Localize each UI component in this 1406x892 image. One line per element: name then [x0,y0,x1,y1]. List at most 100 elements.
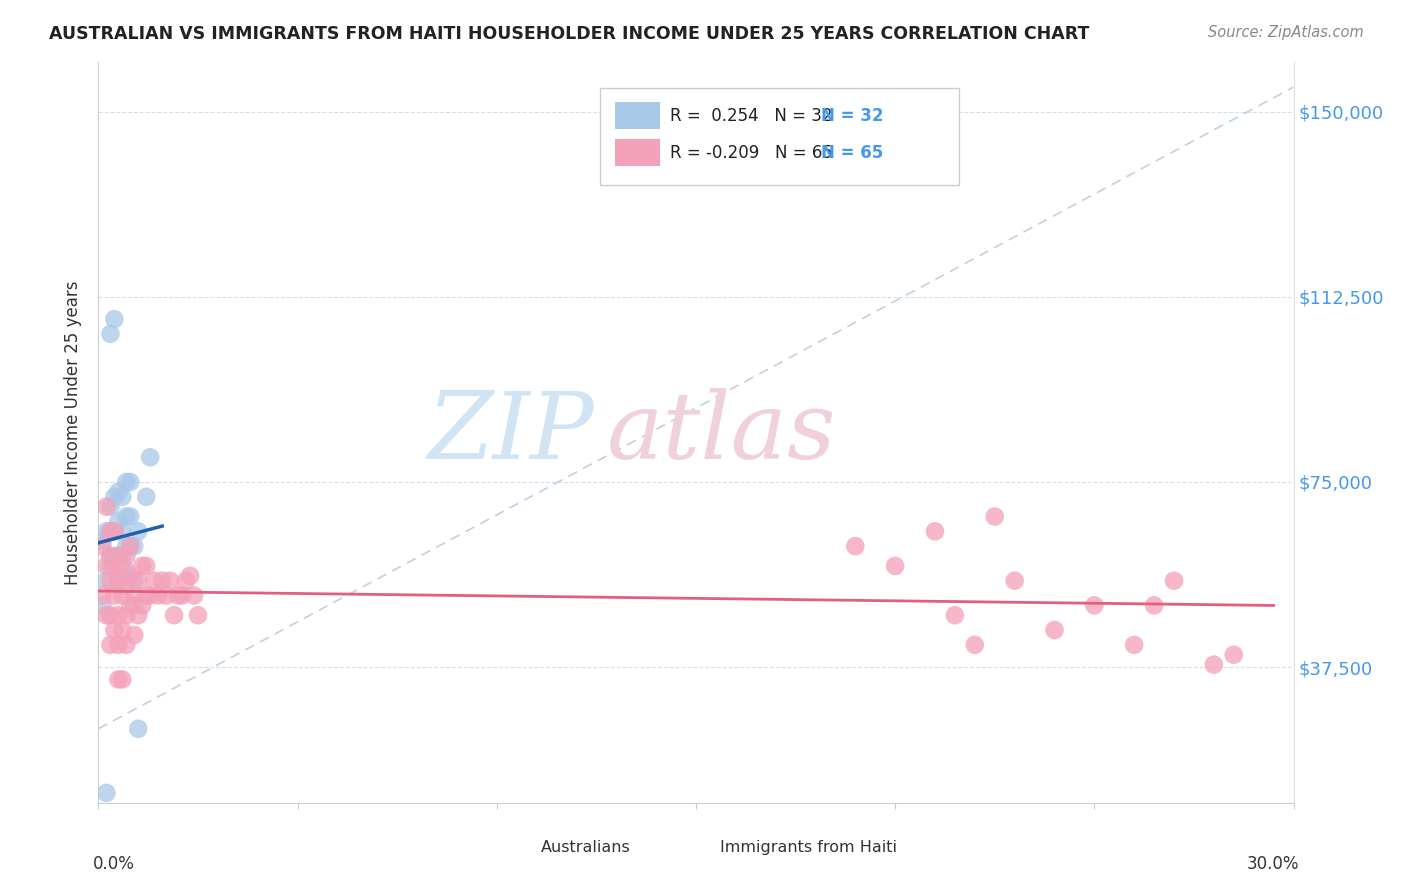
Point [884,558,907,573]
Point [984,509,1007,524]
Point [1202,657,1225,672]
Point [111,673,134,687]
Point [143,574,166,588]
Point [172,589,194,603]
Point [115,509,138,524]
Point [135,490,157,504]
Text: AUSTRALIAN VS IMMIGRANTS FROM HAITI HOUSEHOLDER INCOME UNDER 25 YEARS CORRELATIO: AUSTRALIAN VS IMMIGRANTS FROM HAITI HOUS… [49,25,1090,43]
Point [1143,599,1166,613]
FancyBboxPatch shape [614,139,661,166]
Point [98,524,122,539]
Point [98,524,122,539]
Point [131,599,153,613]
Point [91,534,114,549]
Point [1043,623,1066,637]
Point [115,579,138,593]
Point [120,599,142,613]
Text: 0.0%: 0.0% [93,855,135,872]
Point [111,490,134,504]
Point [943,608,966,623]
Point [1083,599,1105,613]
FancyBboxPatch shape [600,88,959,185]
Point [148,589,170,603]
Point [96,608,118,623]
Point [107,638,129,652]
Point [139,589,162,603]
Point [91,599,114,613]
Point [103,589,125,603]
Point [91,539,114,553]
Point [111,623,134,637]
Point [135,558,157,573]
Point [107,608,129,623]
Point [120,568,142,582]
Point [1123,638,1146,652]
Point [111,524,134,539]
FancyBboxPatch shape [614,103,661,129]
Text: Source: ZipAtlas.com: Source: ZipAtlas.com [1208,25,1364,40]
Point [91,589,114,603]
Point [127,574,149,588]
Point [120,509,142,524]
Point [115,549,138,563]
Point [107,549,129,563]
Point [103,490,125,504]
Point [115,475,138,489]
Point [98,500,122,514]
Point [120,475,142,489]
Point [98,608,122,623]
Text: Immigrants from Haiti: Immigrants from Haiti [720,840,897,855]
Point [1004,574,1026,588]
Point [139,450,162,465]
Point [103,558,125,573]
Point [98,326,122,341]
Point [107,673,129,687]
Point [124,599,146,613]
Point [124,539,146,553]
Point [103,524,125,539]
Point [107,549,129,563]
Point [96,786,118,800]
Point [103,623,125,637]
Point [107,484,129,499]
Point [179,568,201,582]
Point [111,558,134,573]
Point [124,628,146,642]
Point [127,722,149,736]
Point [187,608,209,623]
Point [115,564,138,578]
Text: R = -0.209   N = 65: R = -0.209 N = 65 [669,144,832,161]
Point [127,608,149,623]
Point [174,574,197,588]
Point [844,539,866,553]
Point [98,549,122,563]
Point [103,549,125,563]
Text: 30.0%: 30.0% [1247,855,1299,872]
Text: R =  0.254   N = 32: R = 0.254 N = 32 [669,107,832,125]
Text: N = 32: N = 32 [821,107,884,125]
Point [96,558,118,573]
FancyBboxPatch shape [678,838,711,858]
Point [150,574,173,588]
Text: ZIP: ZIP [427,388,595,477]
Point [98,558,122,573]
Point [124,574,146,588]
Point [96,574,118,588]
Point [1223,648,1246,662]
Point [163,608,186,623]
Y-axis label: Householder Income Under 25 years: Householder Income Under 25 years [65,280,83,585]
Point [120,539,142,553]
Point [963,638,986,652]
Point [107,515,129,529]
Point [111,549,134,563]
Point [115,539,138,553]
Point [131,558,153,573]
Point [924,524,946,539]
Point [1163,574,1185,588]
Point [167,589,190,603]
Point [111,589,134,603]
Point [98,638,122,652]
Point [159,574,181,588]
Point [155,589,177,603]
Point [107,574,129,588]
